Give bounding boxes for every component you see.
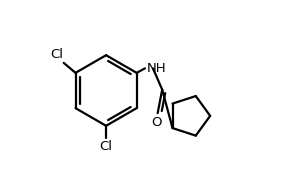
Text: Cl: Cl [50, 48, 63, 61]
Text: O: O [151, 116, 162, 129]
Text: NH: NH [147, 62, 167, 75]
Text: Cl: Cl [99, 140, 113, 153]
